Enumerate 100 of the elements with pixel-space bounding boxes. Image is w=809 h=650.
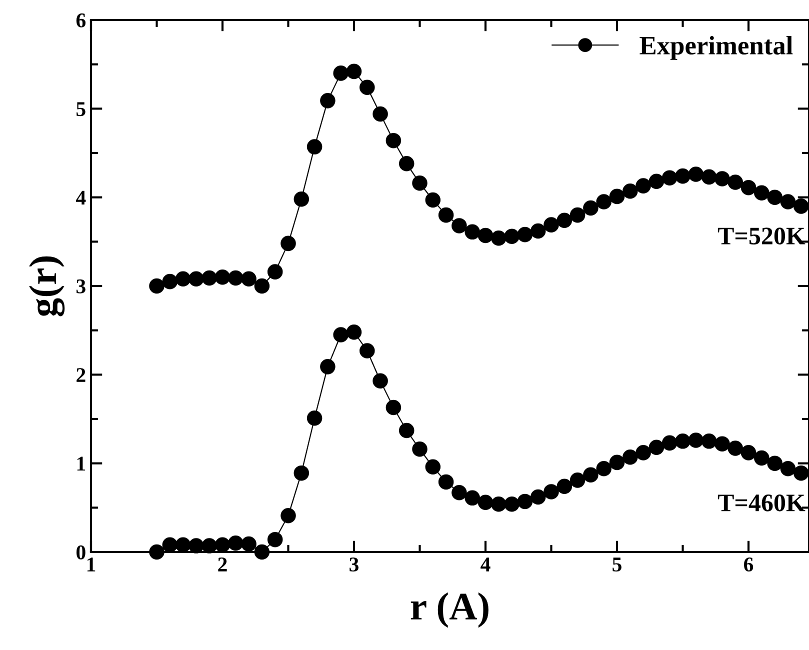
point — [306, 410, 322, 426]
point — [464, 224, 480, 240]
point — [675, 434, 690, 449]
point — [740, 180, 756, 196]
point — [175, 271, 191, 287]
point — [412, 176, 428, 191]
point — [662, 170, 678, 186]
point — [688, 166, 704, 182]
point — [570, 207, 586, 223]
point — [767, 456, 782, 471]
x-tick-label: 4 — [480, 558, 490, 572]
point — [306, 139, 322, 154]
point — [544, 484, 559, 500]
point — [780, 461, 796, 476]
point — [333, 327, 348, 342]
point — [504, 496, 520, 512]
point — [609, 454, 625, 470]
point — [188, 271, 204, 287]
point — [214, 269, 230, 285]
point — [793, 198, 809, 214]
point — [228, 535, 244, 551]
point — [609, 188, 625, 204]
point — [346, 64, 362, 80]
point — [570, 472, 586, 488]
point — [701, 169, 717, 185]
point — [294, 465, 310, 481]
point — [517, 226, 533, 242]
point — [398, 422, 414, 438]
point — [491, 496, 506, 512]
point — [320, 359, 336, 374]
point — [214, 537, 230, 553]
point — [648, 174, 664, 190]
point — [530, 223, 546, 239]
point — [280, 508, 296, 524]
point — [754, 185, 770, 201]
point — [583, 467, 598, 482]
point — [622, 449, 638, 465]
point — [504, 228, 520, 244]
point — [648, 440, 664, 456]
point — [622, 183, 638, 199]
point — [425, 459, 441, 475]
point — [701, 434, 717, 449]
point — [438, 474, 454, 490]
point — [267, 532, 283, 548]
point — [333, 66, 348, 81]
point — [714, 436, 730, 452]
point — [398, 156, 414, 172]
point — [162, 274, 178, 290]
point — [583, 200, 598, 216]
point — [636, 178, 651, 194]
point — [425, 192, 441, 208]
point — [346, 324, 362, 340]
point — [228, 270, 244, 286]
point — [740, 445, 756, 460]
y-tick-label: 3 — [76, 279, 86, 294]
point — [149, 278, 164, 294]
point — [320, 93, 336, 108]
point — [556, 478, 572, 494]
point — [386, 400, 402, 416]
y-tick-label: 2 — [76, 368, 86, 382]
point — [372, 373, 388, 389]
point — [386, 132, 402, 148]
point — [452, 218, 467, 234]
x-axis-title: r (A) — [410, 592, 488, 628]
point — [372, 106, 388, 122]
point — [636, 445, 651, 460]
point — [478, 494, 494, 510]
point — [360, 343, 375, 358]
point — [793, 465, 809, 481]
point — [452, 484, 467, 500]
point — [517, 494, 533, 510]
point — [780, 194, 796, 210]
point — [728, 440, 743, 456]
point — [241, 271, 256, 287]
point — [438, 207, 454, 223]
y-tick-label: 1 — [77, 456, 86, 471]
point — [556, 212, 572, 228]
point — [596, 194, 612, 210]
point — [360, 80, 375, 96]
point — [267, 264, 283, 280]
point — [767, 190, 782, 205]
point — [294, 191, 310, 207]
x-tick-label: 5 — [612, 558, 622, 572]
x-tick-label: 3 — [350, 558, 358, 572]
point — [544, 217, 559, 232]
y-tick-label: 4 — [76, 190, 86, 205]
point — [596, 461, 612, 476]
point — [491, 230, 506, 246]
y-tick-label: 5 — [76, 102, 86, 116]
point — [714, 171, 730, 186]
point — [241, 536, 256, 552]
point — [754, 450, 770, 466]
y-axis-title: g(r) — [29, 256, 65, 316]
point — [675, 168, 690, 184]
legend-label: Experimental — [640, 36, 793, 60]
point — [464, 490, 480, 506]
point — [412, 442, 428, 457]
x-tick-label: 2 — [218, 558, 227, 572]
annotation: T=520K — [718, 228, 806, 244]
y-tick-label: 0 — [76, 545, 86, 560]
